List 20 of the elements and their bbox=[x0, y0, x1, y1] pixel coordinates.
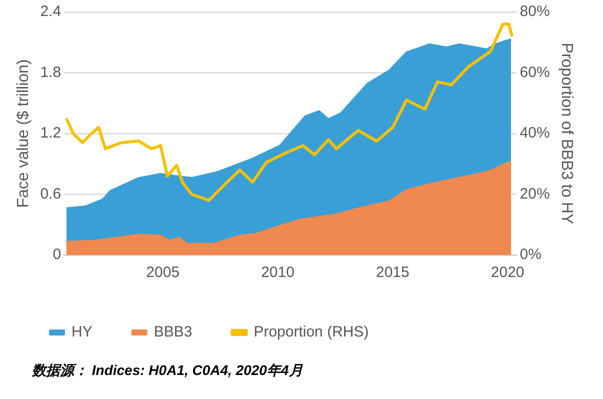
y2-tick-label: 60% bbox=[520, 64, 550, 81]
y2-tick-label: 20% bbox=[520, 185, 550, 202]
x-tick-label: 2020 bbox=[490, 264, 524, 282]
legend-label: Proportion (RHS) bbox=[254, 324, 369, 341]
x-tick-label: 2015 bbox=[376, 264, 410, 282]
y-tick-label: 2.4 bbox=[40, 3, 62, 20]
y-axis-title: Face value ($ trillion) bbox=[15, 59, 32, 208]
text: 数据源： Indices: H0A1, C0A4, 2020年4月 bbox=[32, 362, 303, 380]
y-tick-label: 0 bbox=[52, 246, 62, 264]
x-tick-label: 2005 bbox=[146, 264, 180, 282]
x-tick-label: 2010 bbox=[261, 264, 294, 282]
y-tick-label: 0.6 bbox=[40, 185, 62, 202]
legend-label: BBB3 bbox=[154, 324, 192, 341]
y-tick-label: 1.2 bbox=[40, 124, 62, 142]
y2-tick-label: 0% bbox=[520, 246, 542, 264]
y2-axis-title: Proportion of BBB3 to HY bbox=[558, 42, 575, 225]
y2-tick-label: 80% bbox=[520, 3, 550, 20]
y2-tick-label: 40% bbox=[520, 124, 550, 142]
legend-label: HY bbox=[72, 324, 92, 341]
y-tick-label: 1.8 bbox=[40, 64, 62, 81]
